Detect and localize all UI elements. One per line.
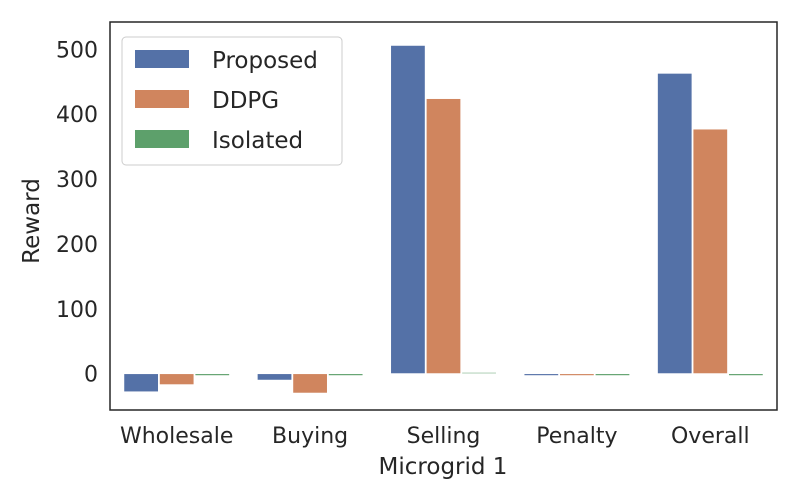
- bar-isolated-buying: [327, 373, 364, 377]
- y-axis-ticks: 0 100 200 300 400 500: [56, 38, 98, 387]
- y-tick-label: 100: [56, 298, 98, 323]
- legend: Proposed DDPG Isolated: [121, 36, 343, 166]
- legend-label-ddpg: DDPG: [212, 88, 279, 114]
- bar-isolated-wholesale: [194, 373, 230, 377]
- x-tick-label: Wholesale: [120, 424, 233, 449]
- legend-swatch-isolated: [135, 130, 189, 148]
- x-tick-label: Selling: [407, 424, 481, 449]
- y-axis-title: Reward: [19, 178, 45, 264]
- y-tick-label: 400: [56, 103, 98, 128]
- bar-ddpg-selling: [425, 98, 462, 375]
- bar-proposed-wholesale: [123, 373, 159, 393]
- x-tick-label: Buying: [272, 424, 348, 449]
- bar-isolated-selling: [461, 371, 497, 375]
- y-tick-label: 200: [56, 233, 98, 258]
- y-tick-label: 300: [56, 168, 98, 193]
- bars: [123, 44, 764, 394]
- x-axis-title: Microgrid 1: [379, 454, 508, 480]
- legend-swatch-ddpg: [135, 90, 189, 108]
- x-axis-ticks: Wholesale Buying Selling Penalty Overall: [120, 424, 750, 449]
- legend-label-proposed: Proposed: [212, 48, 318, 74]
- bar-ddpg-buying: [292, 373, 328, 394]
- bar-isolated-overall: [728, 373, 764, 377]
- y-tick-label: 0: [84, 363, 98, 388]
- bar-isolated-penalty: [594, 373, 631, 377]
- legend-swatch-proposed: [135, 50, 189, 68]
- x-tick-label: Penalty: [536, 424, 617, 449]
- bar-proposed-overall: [657, 72, 693, 375]
- plot-frame: [109, 21, 778, 411]
- bar-ddpg-overall: [692, 128, 728, 375]
- bar-proposed-buying: [256, 373, 293, 381]
- bar-ddpg-wholesale: [159, 373, 195, 386]
- legend-label-isolated: Isolated: [212, 128, 303, 154]
- bar-proposed-penalty: [523, 373, 560, 377]
- x-tick-label: Overall: [671, 424, 750, 449]
- y-tick-label: 500: [56, 38, 98, 63]
- bar-proposed-selling: [390, 44, 426, 375]
- bar-ddpg-penalty: [559, 373, 595, 377]
